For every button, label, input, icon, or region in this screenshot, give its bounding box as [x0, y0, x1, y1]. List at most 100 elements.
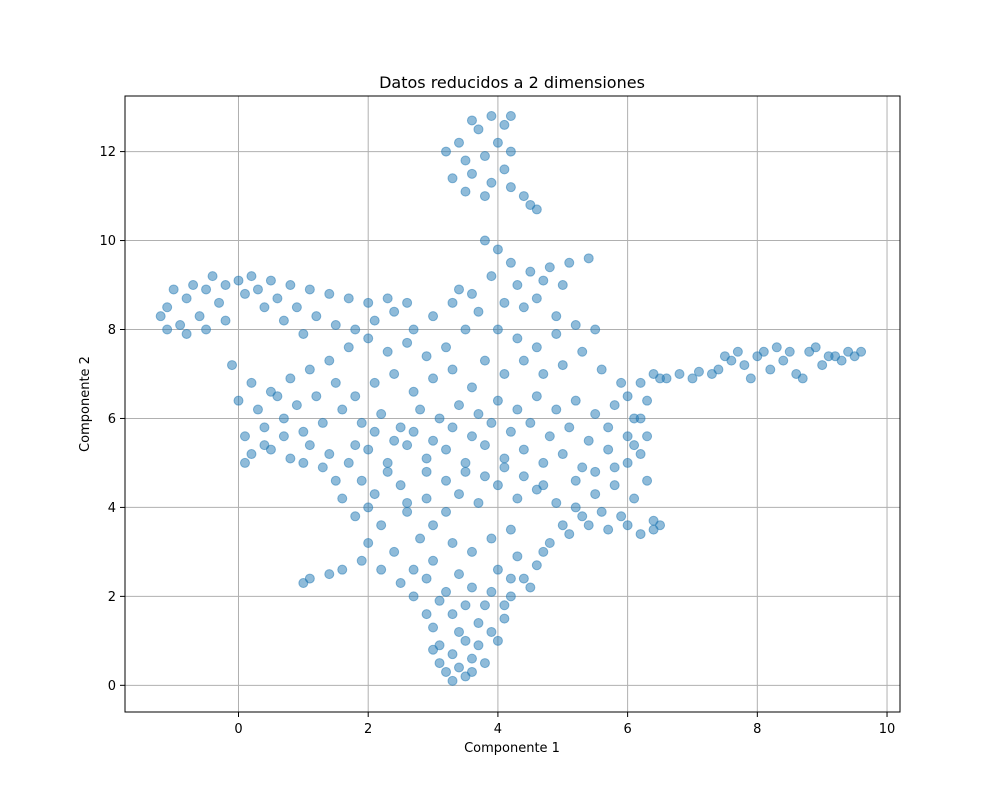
scatter-point — [512, 333, 523, 344]
scatter-point — [590, 489, 601, 500]
scatter-point — [337, 493, 348, 504]
scatter-point — [635, 377, 646, 388]
scatter-point — [453, 626, 464, 637]
scatter-point — [369, 377, 380, 388]
scatter-point — [551, 404, 562, 415]
scatter-point — [486, 417, 497, 428]
scatter-point — [823, 351, 834, 362]
scatter-point — [428, 373, 439, 384]
scatter-point — [402, 506, 413, 517]
scatter-point — [181, 328, 192, 339]
scatter-point — [525, 417, 536, 428]
scatter-point — [343, 293, 354, 304]
scatter-point — [434, 595, 445, 606]
scatter-point — [648, 368, 659, 379]
scatter-point — [343, 457, 354, 468]
scatter-point — [298, 457, 309, 468]
scatter-point — [376, 409, 387, 420]
scatter-point — [330, 377, 341, 388]
scatter-point — [369, 489, 380, 500]
scatter-point — [285, 373, 296, 384]
scatter-point — [460, 457, 471, 468]
scatter-point — [551, 497, 562, 508]
scatter-point — [350, 511, 361, 522]
scatter-point — [369, 315, 380, 326]
scatter-point — [499, 119, 510, 130]
scatter-point — [473, 618, 484, 629]
x-tick-label: 2 — [364, 722, 372, 737]
scatter-point — [817, 360, 828, 371]
scatter-point — [441, 506, 452, 517]
scatter-point — [531, 560, 542, 571]
scatter-point — [551, 328, 562, 339]
scatter-point — [278, 315, 289, 326]
scatter-point — [778, 355, 789, 366]
scatter-point — [441, 586, 452, 597]
scatter-point — [570, 395, 581, 406]
scatter-point — [324, 355, 335, 366]
scatter-point — [415, 533, 426, 544]
scatter-point — [162, 302, 173, 313]
scatter-point — [330, 320, 341, 331]
scatter-point — [518, 191, 529, 202]
scatter-point — [486, 271, 497, 282]
scatter-point — [428, 555, 439, 566]
scatter-point — [486, 626, 497, 637]
scatter-point — [227, 360, 238, 371]
scatter-point — [473, 640, 484, 651]
scatter-point — [531, 204, 542, 215]
scatter-point — [408, 426, 419, 437]
scatter-point — [622, 457, 633, 468]
scatter-point — [512, 404, 523, 415]
scatter-point — [363, 297, 374, 308]
scatter-point — [583, 253, 594, 264]
scatter-point — [239, 288, 250, 299]
scatter-point — [479, 440, 490, 451]
scatter-point — [363, 333, 374, 344]
scatter-point — [531, 293, 542, 304]
scatter-point — [311, 391, 322, 402]
scatter-point — [434, 658, 445, 669]
scatter-point — [544, 431, 555, 442]
scatter-point — [486, 111, 497, 122]
scatter-point — [278, 413, 289, 424]
scatter-point — [428, 435, 439, 446]
scatter-point — [402, 297, 413, 308]
scatter-point — [239, 431, 250, 442]
scatter-point — [603, 524, 614, 535]
scatter-point — [259, 440, 270, 451]
scatter-point — [175, 320, 186, 331]
y-tick-label: 10 — [99, 234, 116, 249]
scatter-point — [531, 391, 542, 402]
scatter-point — [447, 422, 458, 433]
scatter-point — [233, 275, 244, 286]
scatter-point — [732, 346, 743, 357]
scatter-point — [784, 346, 795, 357]
scatter-point — [246, 271, 257, 282]
scatter-point — [635, 413, 646, 424]
scatter-point — [603, 444, 614, 455]
scatter-point — [441, 444, 452, 455]
y-tick-label: 2 — [108, 590, 116, 605]
scatter-point — [453, 662, 464, 673]
scatter-point — [402, 337, 413, 348]
scatter-point — [583, 435, 594, 446]
scatter-point — [577, 511, 588, 522]
scatter-point — [207, 271, 218, 282]
scatter-point — [479, 151, 490, 162]
y-tick-label: 6 — [108, 412, 116, 427]
scatter-point — [557, 520, 568, 531]
scatter-point — [460, 324, 471, 335]
scatter-point — [492, 480, 503, 491]
scatter-point — [473, 306, 484, 317]
y-tick-label: 0 — [108, 679, 116, 694]
scatter-point — [285, 453, 296, 464]
scatter-point — [499, 600, 510, 611]
scatter-point — [447, 675, 458, 686]
scatter-point — [518, 444, 529, 455]
x-tick-label: 10 — [879, 722, 896, 737]
scatter-point — [246, 449, 257, 460]
scatter-point — [577, 346, 588, 357]
scatter-point — [642, 395, 653, 406]
